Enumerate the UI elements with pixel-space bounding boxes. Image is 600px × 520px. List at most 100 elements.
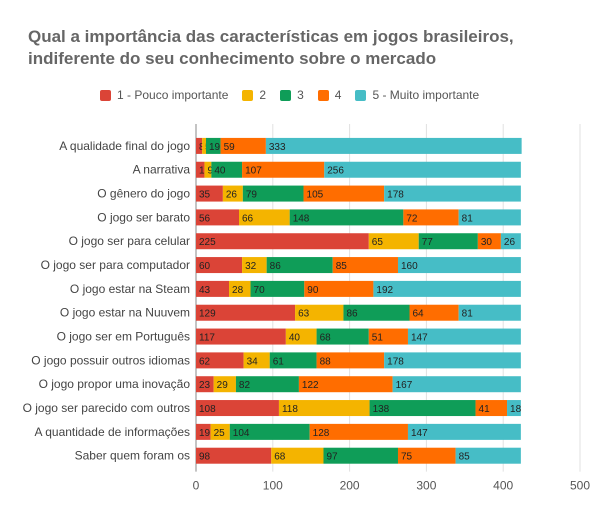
bar-segment bbox=[500, 233, 521, 250]
bar-segment bbox=[266, 257, 333, 274]
legend-item-5: 5 - Muito importante bbox=[355, 88, 479, 102]
category-label: O jogo ser barato bbox=[97, 210, 190, 224]
data-label: 19 bbox=[209, 142, 221, 153]
data-label: 66 bbox=[242, 213, 254, 224]
category-label: O jogo possuir outros idiomas bbox=[31, 353, 190, 367]
data-label: 70 bbox=[254, 285, 266, 296]
bar-segment bbox=[458, 209, 521, 226]
data-label: 61 bbox=[273, 356, 285, 367]
legend-label: 5 - Muito importante bbox=[372, 88, 480, 102]
data-label: 51 bbox=[372, 333, 384, 344]
bar-segment bbox=[222, 185, 243, 202]
bar-segment bbox=[323, 447, 398, 464]
bar-segment bbox=[309, 423, 408, 440]
data-label: 85 bbox=[459, 452, 471, 463]
x-tick-label: 300 bbox=[416, 479, 436, 493]
data-label: 86 bbox=[346, 309, 358, 320]
bar-segment bbox=[196, 209, 240, 226]
data-label: 167 bbox=[396, 380, 413, 391]
legend-item-3: 3 bbox=[280, 88, 304, 102]
data-label: 256 bbox=[327, 166, 344, 177]
data-label: 25 bbox=[214, 428, 226, 439]
bar-segment bbox=[229, 423, 310, 440]
chart-title-line-2: indiferente do seu conhecimento sobre o … bbox=[28, 49, 437, 68]
data-label: 40 bbox=[289, 333, 301, 344]
data-label: 81 bbox=[462, 213, 474, 224]
data-label: 81 bbox=[462, 309, 474, 320]
legend-label: 3 bbox=[297, 88, 304, 102]
data-label: 23 bbox=[199, 380, 211, 391]
data-label: 68 bbox=[320, 333, 332, 344]
bar-segment bbox=[196, 352, 244, 369]
bar-segment bbox=[384, 352, 521, 369]
category-label: O jogo ser em Português bbox=[57, 330, 190, 344]
category-label: A qualidade final do jogo bbox=[59, 139, 190, 153]
data-label: 117 bbox=[199, 333, 215, 344]
data-label: 9 bbox=[207, 166, 213, 177]
data-label: 34 bbox=[247, 356, 259, 367]
x-tick-label: 200 bbox=[340, 479, 360, 493]
legend-swatch bbox=[317, 89, 329, 101]
bar-segment bbox=[242, 161, 325, 178]
bar-segment bbox=[295, 304, 344, 321]
bar-segment bbox=[213, 376, 236, 393]
data-label: 26 bbox=[504, 237, 516, 248]
bar-segment bbox=[271, 447, 324, 464]
category-label: O jogo ser para celular bbox=[69, 234, 190, 248]
category-label: O jogo estar na Steam bbox=[70, 282, 190, 296]
data-label: 97 bbox=[326, 452, 338, 463]
data-label: 225 bbox=[199, 237, 216, 248]
bar-segment bbox=[265, 137, 522, 154]
bar-segment bbox=[384, 185, 521, 202]
data-label: 122 bbox=[302, 380, 319, 391]
data-label: 118 bbox=[282, 404, 298, 415]
bar-segment bbox=[269, 352, 317, 369]
bar-segment bbox=[455, 447, 521, 464]
data-label: 19 bbox=[199, 428, 211, 439]
bar-segment bbox=[343, 304, 410, 321]
data-label: 35 bbox=[199, 190, 211, 201]
data-label: 90 bbox=[307, 285, 319, 296]
bar-segment bbox=[196, 400, 279, 417]
category-label: O jogo propor uma inovação bbox=[39, 377, 191, 391]
bar-segment bbox=[250, 280, 305, 297]
bar-segment bbox=[369, 400, 476, 417]
bar-segment bbox=[409, 304, 459, 321]
bar-segment bbox=[196, 185, 223, 202]
data-label: 88 bbox=[320, 356, 332, 367]
data-label: 28 bbox=[232, 285, 244, 296]
data-label: 108 bbox=[199, 404, 216, 415]
category-label: A narrativa bbox=[133, 163, 191, 177]
legend-item-2: 2 bbox=[242, 88, 266, 102]
bar-segment bbox=[304, 280, 374, 297]
chart-title: Qual a importância das características e… bbox=[28, 26, 514, 70]
data-label: 160 bbox=[401, 261, 418, 272]
data-label: 32 bbox=[245, 261, 257, 272]
data-label: 105 bbox=[307, 190, 324, 201]
data-label: 128 bbox=[313, 428, 330, 439]
bar-segment bbox=[303, 185, 385, 202]
data-label: 147 bbox=[411, 428, 428, 439]
bar-segment bbox=[235, 376, 299, 393]
bar-segment bbox=[373, 280, 521, 297]
data-label: 43 bbox=[199, 285, 211, 296]
bar-segment bbox=[196, 304, 296, 321]
data-label: 59 bbox=[224, 142, 236, 153]
x-tick-label: 500 bbox=[570, 479, 590, 493]
category-label: O jogo ser parecido com outros bbox=[23, 401, 190, 415]
data-label: 75 bbox=[401, 452, 413, 463]
chart-legend: 1 - Pouco importante 2 3 4 5 - Muito importa… bbox=[100, 88, 493, 102]
data-label: 79 bbox=[246, 190, 258, 201]
data-label: 147 bbox=[411, 333, 428, 344]
bar-segment bbox=[368, 233, 419, 250]
bar-segment bbox=[289, 209, 404, 226]
bar-segment bbox=[407, 328, 521, 345]
legend-swatch bbox=[280, 89, 292, 101]
bar-segment bbox=[196, 280, 230, 297]
legend-item-4: 4 bbox=[317, 88, 341, 102]
bar-segment bbox=[298, 376, 393, 393]
data-label: 178 bbox=[387, 356, 404, 367]
bar-segment bbox=[220, 137, 266, 154]
category-label: Saber quem foram os bbox=[75, 449, 190, 463]
